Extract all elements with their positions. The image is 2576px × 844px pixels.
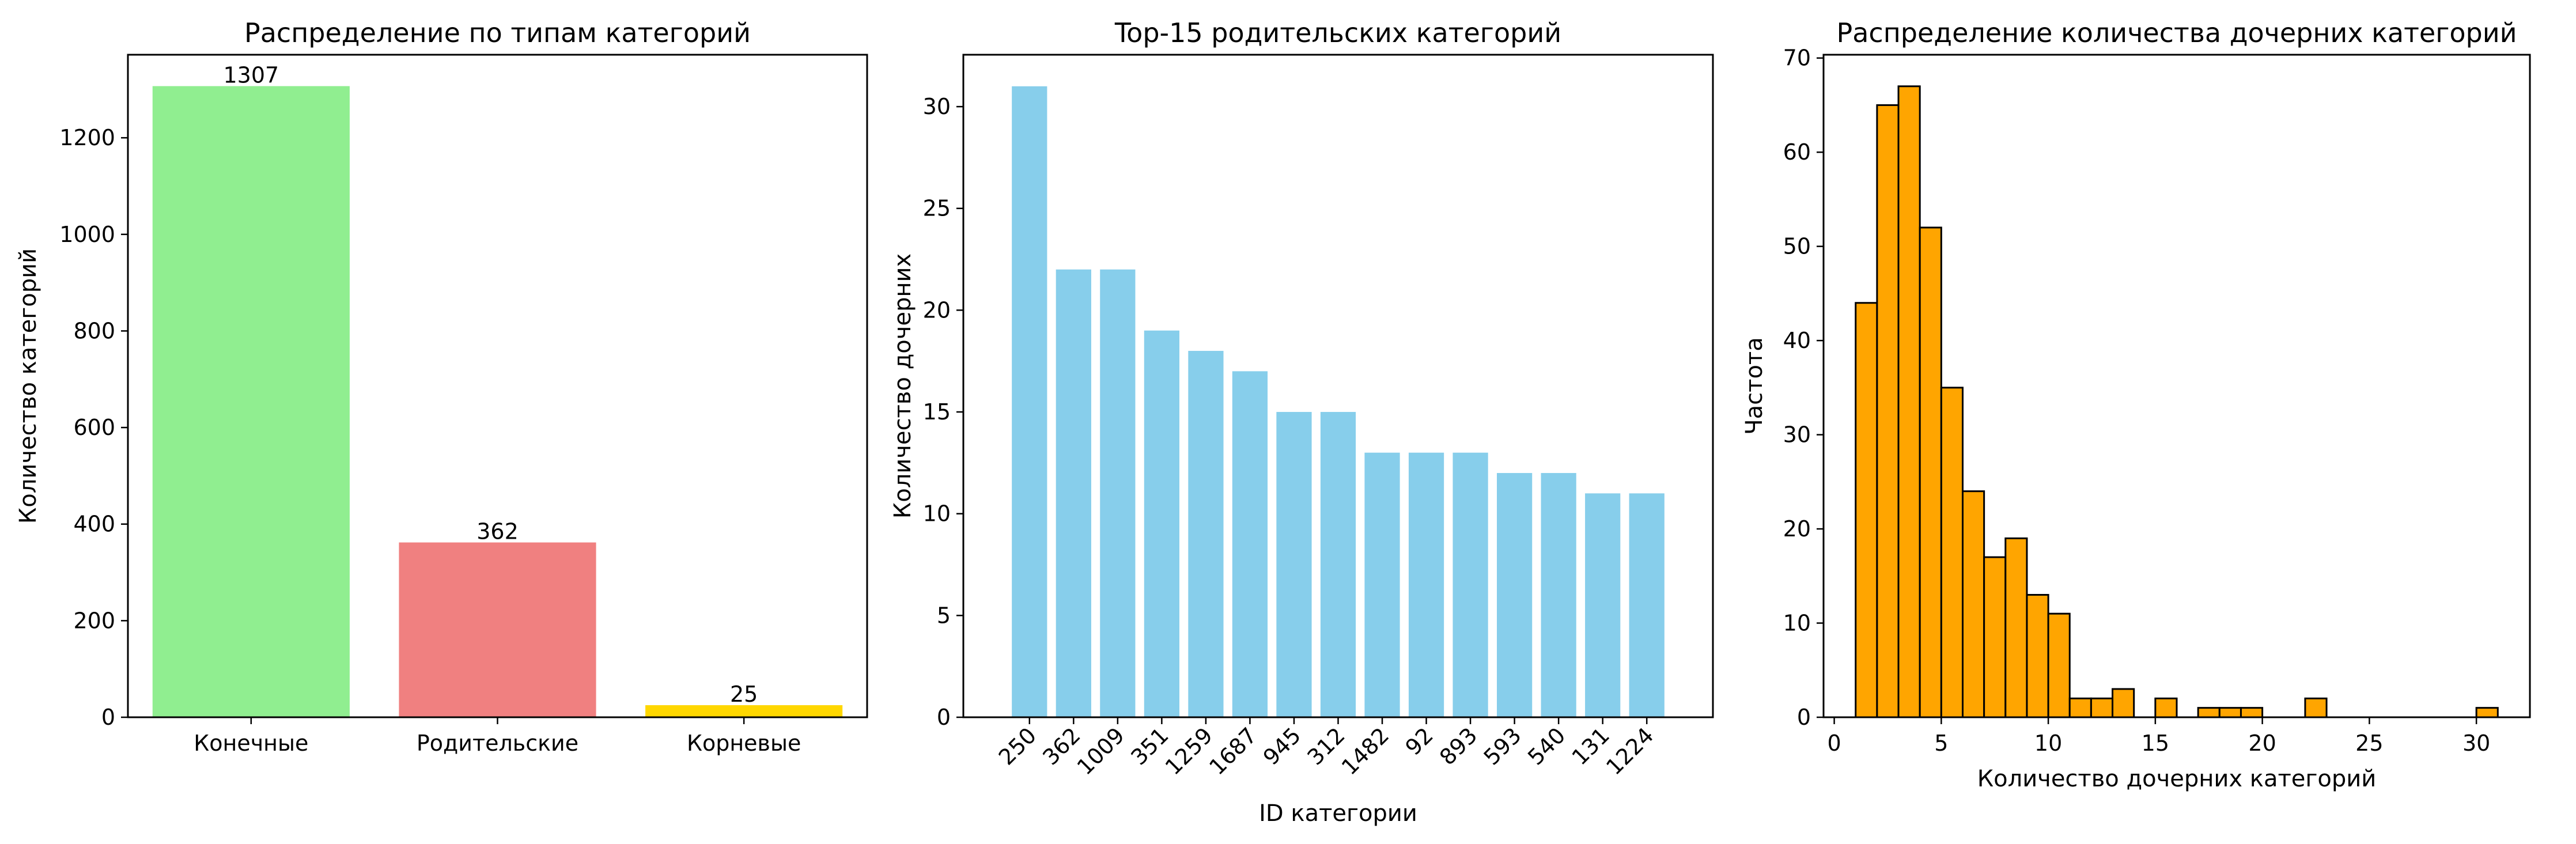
chart-1-y-tick-label: 1000 <box>59 222 115 247</box>
chart-2-bars <box>1012 86 1665 717</box>
chart-1-y-tick-label: 800 <box>73 318 115 343</box>
chart-1-y-tick-label: 0 <box>101 705 115 730</box>
chart-3-y-tick-label: 10 <box>1783 611 1811 636</box>
chart-3-bar <box>1940 387 1964 718</box>
chart-3-y-tick-label: 40 <box>1783 328 1811 353</box>
chart-2-bar <box>1585 493 1621 717</box>
chart-1-data-labels: 1307 362 25 <box>223 62 758 707</box>
chart-1-y-axis-label: Количество категорий <box>15 248 41 524</box>
chart-3-bar <box>2026 593 2049 718</box>
chart-3-y-tick-label: 30 <box>1783 422 1811 448</box>
chart-2-bar <box>1276 412 1312 717</box>
chart-1-data-label: 25 <box>730 682 758 707</box>
chart-2-bar <box>1541 473 1576 717</box>
chart-3-bar <box>1961 490 1985 718</box>
chart-2-y-tick-label: 20 <box>923 297 951 323</box>
chart-3-bar <box>2475 707 2499 718</box>
chart-1-bar <box>399 542 596 717</box>
chart-1-y-tick-label: 1200 <box>59 125 115 150</box>
chart-3-bar <box>2047 612 2071 718</box>
chart-3-y-tick-label: 70 <box>1783 46 1811 71</box>
chart-3-bar <box>1919 226 1942 718</box>
chart-1-axes: Конечные Родительские Корневые 0 200 400 600 80… <box>59 54 868 756</box>
chart-1-bar <box>152 86 350 717</box>
chart-3-bar <box>2154 697 2178 718</box>
chart-3-bar <box>2004 537 2028 718</box>
chart-3-y-tick-label: 50 <box>1783 234 1811 259</box>
chart-3-bar <box>2304 697 2328 718</box>
chart-1-y-tick-label: 400 <box>73 512 115 537</box>
chart-1-frame <box>127 54 868 718</box>
chart-2-bar <box>1056 269 1091 717</box>
chart-2-x-axis-label: ID категории <box>1259 800 1417 827</box>
chart-3-x-tick-label: 20 <box>2248 731 2276 756</box>
chart-1-data-label: 362 <box>476 519 519 544</box>
chart-3-bar <box>1897 85 1921 718</box>
chart-2-y-tick-label: 25 <box>923 196 951 221</box>
chart-1-y-tick-label: 600 <box>73 415 115 440</box>
chart-2-bar <box>1232 371 1268 717</box>
chart-2-bar <box>1188 351 1224 717</box>
chart-type-distribution: Распределение по типам категорий Количес… <box>15 17 868 756</box>
chart-3-bar <box>2112 688 2135 718</box>
chart-2-y-axis-label: Количество дочерних <box>890 253 916 518</box>
chart-3-bar <box>2218 707 2242 718</box>
chart-3-y-axis-label: Частота <box>1741 337 1768 435</box>
chart-3-bar <box>2068 697 2092 718</box>
chart-2-frame <box>962 54 1714 718</box>
chart-3-bar <box>2090 697 2114 718</box>
chart-1-x-tick-label: Конечные <box>194 731 308 756</box>
chart-1-bar <box>645 705 843 717</box>
chart-2-bar <box>1012 86 1047 717</box>
chart-2-bar <box>1629 493 1665 717</box>
chart-3-y-tick-label: 20 <box>1783 516 1811 542</box>
chart-2-y-tick-label: 30 <box>923 94 951 119</box>
chart-2-y-tick-label: 15 <box>923 399 951 425</box>
chart-3-bar <box>1983 556 2007 718</box>
chart-2-bar <box>1497 473 1533 717</box>
chart-2-y-tick-label: 10 <box>923 501 951 527</box>
chart-3-x-axis-label: Количество дочерних категорий <box>1977 766 2376 792</box>
chart-3-x-tick-label: 25 <box>2355 731 2383 756</box>
chart-1-bars <box>152 86 843 717</box>
chart-3-title: Распределение количества дочерних катего… <box>1836 17 2517 48</box>
chart-1-x-tick-label: Корневые <box>687 731 801 756</box>
chart-1-data-label: 1307 <box>223 62 279 88</box>
chart-top-parent-categories: Top-15 родительских категорий ID категор… <box>890 17 1714 827</box>
chart-2-bar <box>1408 452 1444 717</box>
chart-2-title: Top-15 родительских категорий <box>1114 17 1561 48</box>
chart-2-bar <box>1320 412 1356 717</box>
chart-2-y-tick-label: 0 <box>937 705 951 730</box>
chart-1-y-tick-label: 200 <box>73 608 115 633</box>
chart-3-bar <box>2197 707 2221 718</box>
chart-3-x-tick-label: 0 <box>1827 731 1841 756</box>
chart-2-bar <box>1364 452 1400 717</box>
chart-3-y-tick-label: 60 <box>1783 139 1811 165</box>
chart-2-bar <box>1452 452 1488 717</box>
chart-3-x-tick-label: 15 <box>2142 731 2169 756</box>
chart-1-x-tick-label: Родительские <box>417 731 578 756</box>
chart-2-bar <box>1144 330 1179 717</box>
chart-3-bar <box>2240 707 2264 718</box>
chart-1-title: Распределение по типам категорий <box>244 17 751 48</box>
chart-3-y-tick-label: 0 <box>1797 705 1811 730</box>
chart-3-axes: 0 5 10 15 20 25 30 0 10 20 30 40 50 60 70 <box>1783 46 2531 756</box>
chart-2-bar <box>1100 269 1136 717</box>
chart-3-x-tick-label: 10 <box>2034 731 2062 756</box>
chart-child-count-histogram: Распределение количества дочерних катего… <box>1741 17 2531 792</box>
chart-2-y-tick-label: 5 <box>937 603 951 628</box>
chart-3-x-tick-label: 5 <box>1934 731 1948 756</box>
chart-3-x-tick-label: 30 <box>2462 731 2490 756</box>
chart-3-bar <box>1876 104 1900 718</box>
chart-3-frame <box>1822 54 2531 718</box>
chart-3-bar <box>1855 302 1878 718</box>
